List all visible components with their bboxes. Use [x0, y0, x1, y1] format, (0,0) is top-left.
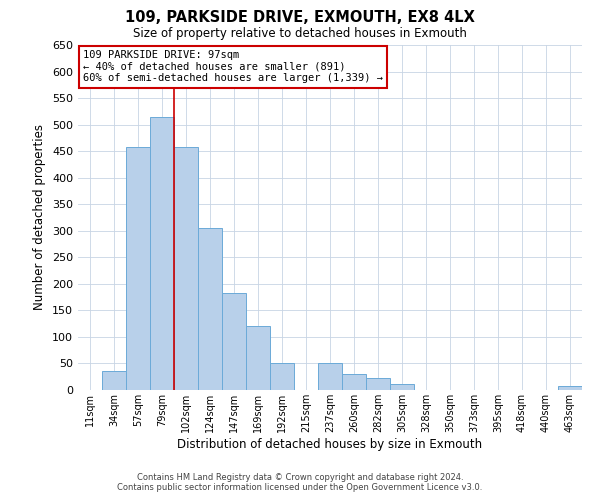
Text: 109 PARKSIDE DRIVE: 97sqm
← 40% of detached houses are smaller (891)
60% of semi: 109 PARKSIDE DRIVE: 97sqm ← 40% of detac…	[83, 50, 383, 84]
Bar	[246, 326, 270, 390]
Bar	[102, 372, 126, 390]
Text: Size of property relative to detached houses in Exmouth: Size of property relative to detached ho…	[133, 28, 467, 40]
Text: 109, PARKSIDE DRIVE, EXMOUTH, EX8 4LX: 109, PARKSIDE DRIVE, EXMOUTH, EX8 4LX	[125, 10, 475, 25]
Bar	[174, 147, 198, 390]
Bar	[342, 374, 366, 390]
Bar	[366, 378, 390, 390]
Bar	[126, 147, 150, 390]
Bar	[390, 384, 414, 390]
Bar	[318, 364, 342, 390]
Bar	[270, 364, 294, 390]
Bar	[222, 293, 246, 390]
Bar	[150, 116, 174, 390]
X-axis label: Distribution of detached houses by size in Exmouth: Distribution of detached houses by size …	[178, 438, 482, 450]
Bar	[558, 386, 582, 390]
Text: Contains HM Land Registry data © Crown copyright and database right 2024.
Contai: Contains HM Land Registry data © Crown c…	[118, 473, 482, 492]
Bar	[198, 228, 222, 390]
Y-axis label: Number of detached properties: Number of detached properties	[34, 124, 46, 310]
